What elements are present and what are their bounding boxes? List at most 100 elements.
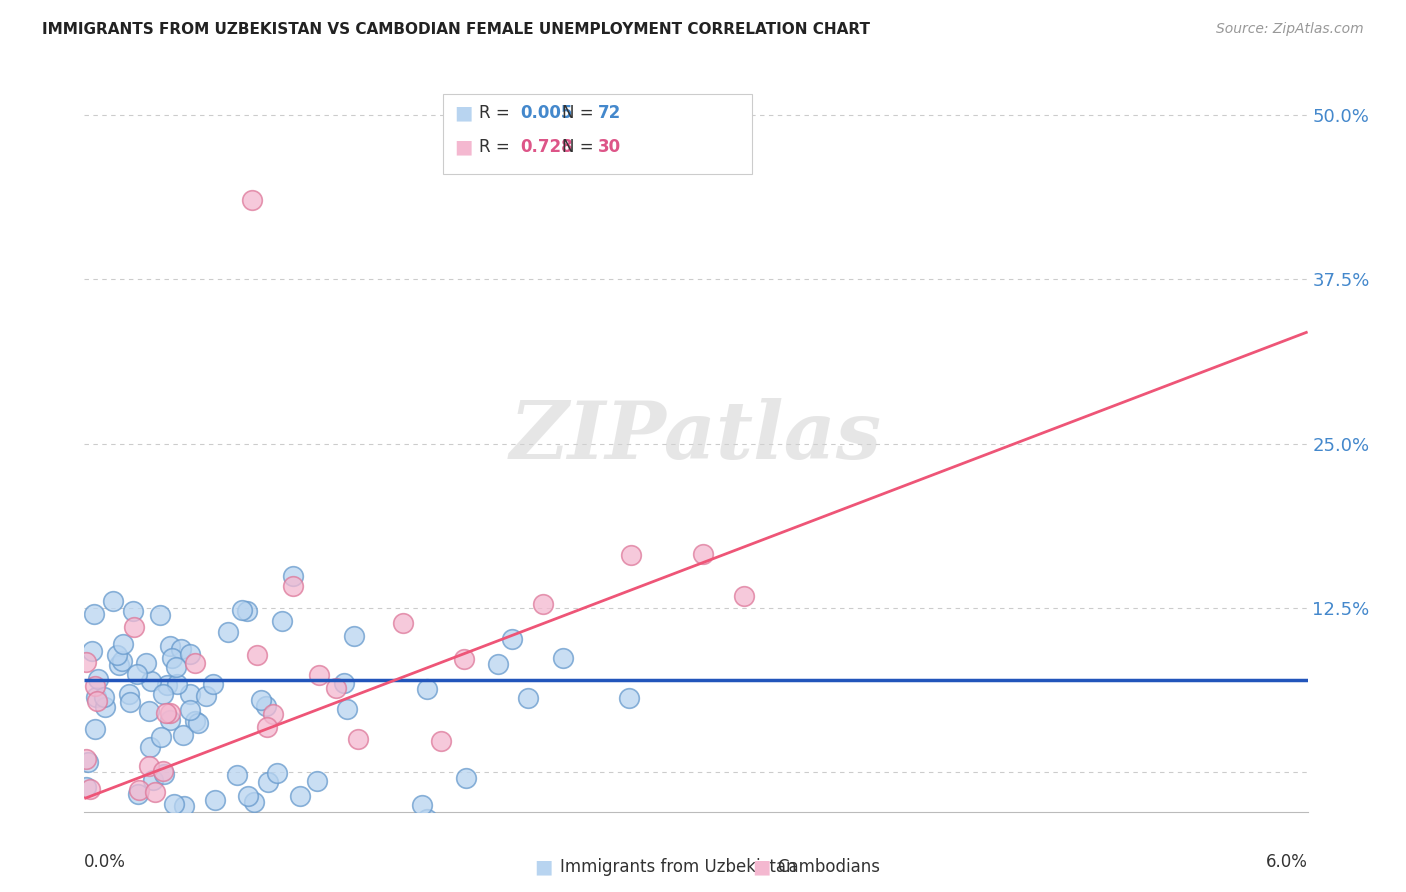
Point — [240, 194, 263, 208]
Point — [75, 780, 97, 795]
Point — [238, 789, 260, 803]
Point — [149, 730, 172, 744]
Point — [201, 677, 224, 691]
Point — [149, 607, 172, 622]
Point — [160, 651, 183, 665]
Point — [290, 789, 312, 803]
Point — [79, 781, 101, 796]
Point — [138, 758, 160, 772]
Text: ZIPatlas: ZIPatlas — [510, 399, 882, 475]
Point — [75, 752, 97, 766]
Point — [125, 667, 148, 681]
Point — [111, 637, 134, 651]
Point — [333, 676, 356, 690]
Point — [194, 689, 217, 703]
Point — [254, 699, 277, 714]
Text: Immigrants from Uzbekistan: Immigrants from Uzbekistan — [560, 858, 796, 876]
Point — [120, 695, 142, 709]
Point — [152, 764, 174, 779]
Point — [184, 656, 207, 670]
Text: ■: ■ — [534, 857, 553, 877]
Point — [283, 569, 305, 583]
Point — [243, 796, 266, 810]
Text: ■: ■ — [454, 103, 472, 123]
Point — [226, 767, 249, 781]
Point — [87, 672, 110, 686]
Point — [501, 632, 523, 647]
Point — [342, 629, 364, 643]
Point — [118, 830, 141, 845]
Text: Cambodians: Cambodians — [778, 858, 880, 876]
Point — [118, 687, 141, 701]
Point — [173, 799, 195, 814]
Point — [453, 652, 475, 666]
Point — [416, 812, 439, 826]
Point — [93, 690, 115, 704]
Text: R =: R = — [479, 104, 516, 122]
Point — [266, 766, 288, 780]
Point — [122, 620, 145, 634]
Point — [456, 771, 478, 785]
Point — [159, 640, 181, 654]
Point — [111, 654, 134, 668]
Point — [163, 797, 186, 812]
Point — [83, 607, 105, 621]
Text: 72: 72 — [598, 104, 621, 122]
Point — [121, 604, 143, 618]
Point — [86, 693, 108, 707]
Point — [94, 700, 117, 714]
Point — [256, 775, 278, 789]
Point — [135, 656, 157, 670]
Point — [139, 739, 162, 754]
Point — [101, 594, 124, 608]
Point — [411, 798, 433, 813]
Point — [84, 690, 107, 705]
Point — [531, 597, 554, 611]
Point — [127, 787, 149, 801]
Point — [155, 706, 177, 720]
Point — [82, 644, 104, 658]
Point — [415, 682, 437, 697]
Text: 0.005: 0.005 — [520, 104, 572, 122]
Point — [204, 793, 226, 807]
Point — [138, 704, 160, 718]
Point — [271, 614, 294, 628]
Text: Source: ZipAtlas.com: Source: ZipAtlas.com — [1216, 22, 1364, 37]
Text: 0.728: 0.728 — [520, 138, 572, 156]
Point — [217, 624, 239, 639]
Point — [231, 603, 253, 617]
Point — [139, 673, 162, 688]
Point — [152, 686, 174, 700]
Point — [235, 604, 257, 618]
Text: ■: ■ — [454, 137, 472, 157]
Point — [143, 785, 166, 799]
Text: 6.0%: 6.0% — [1265, 853, 1308, 871]
Point — [325, 681, 347, 695]
Point — [152, 767, 174, 781]
Text: IMMIGRANTS FROM UZBEKISTAN VS CAMBODIAN FEMALE UNEMPLOYMENT CORRELATION CHART: IMMIGRANTS FROM UZBEKISTAN VS CAMBODIAN … — [42, 22, 870, 37]
Point — [183, 714, 205, 729]
Point — [105, 648, 128, 662]
Point — [169, 642, 191, 657]
Text: R =: R = — [479, 138, 516, 156]
Point — [620, 548, 643, 562]
Point — [84, 722, 107, 736]
Point — [172, 727, 194, 741]
Point — [249, 693, 271, 707]
Point — [107, 658, 129, 673]
Point — [430, 734, 453, 748]
Point — [166, 677, 188, 691]
Text: 30: 30 — [598, 138, 620, 156]
Point — [179, 703, 201, 717]
Point — [392, 616, 415, 631]
Point — [308, 668, 330, 682]
Point — [84, 679, 107, 693]
Text: N =: N = — [562, 104, 599, 122]
Point — [336, 701, 359, 715]
Text: 0.0%: 0.0% — [84, 853, 127, 871]
Point — [617, 690, 640, 705]
Point — [80, 830, 103, 845]
Point — [256, 720, 278, 734]
Point — [159, 706, 181, 720]
Point — [75, 655, 97, 669]
